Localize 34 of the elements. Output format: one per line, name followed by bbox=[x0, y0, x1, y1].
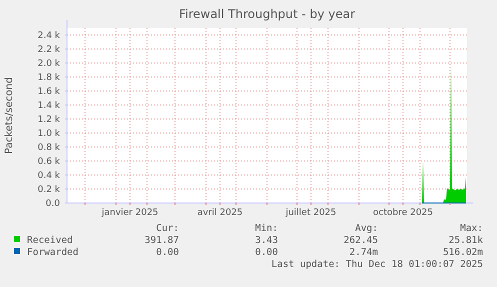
y-tick-label: 1.4 k bbox=[38, 101, 61, 112]
text: 516.02m bbox=[442, 247, 484, 258]
text: 0.00 bbox=[156, 247, 180, 258]
y-tick-label: 1.2 k bbox=[38, 115, 61, 126]
y-tick-label: 1.8 k bbox=[38, 73, 61, 84]
text: 25.81k bbox=[448, 235, 484, 246]
x-tick-label: juillet 2025 bbox=[284, 208, 336, 218]
x-tick-label: octobre 2025 bbox=[372, 208, 434, 218]
y-tick-label: 0.0 bbox=[46, 199, 60, 210]
y-axis-title: Packets/second bbox=[4, 77, 15, 154]
y-tick-label: 0.4 k bbox=[38, 171, 61, 182]
y-tick-label: 0.8 k bbox=[38, 143, 61, 154]
x-tick-label: janvier 2025 bbox=[100, 208, 158, 218]
legend-label: Forwarded bbox=[27, 247, 78, 258]
text: Last update: Thu Dec 18 01:00:07 2025 bbox=[271, 259, 483, 270]
y-tick-label: 2.0 k bbox=[38, 59, 61, 70]
y-tick-label: 1.0 k bbox=[38, 129, 61, 140]
legend-label: Received bbox=[27, 235, 73, 246]
text: 3.43 bbox=[255, 235, 278, 246]
chart-title: Firewall Throughput - by year bbox=[178, 7, 356, 21]
y-tick-label: 0.2 k bbox=[38, 185, 61, 196]
text: Avg: bbox=[355, 223, 378, 234]
y-tick-label: 0.6 k bbox=[38, 157, 61, 168]
y-tick-label: 2.2 k bbox=[38, 45, 61, 56]
y-tick-label: 2.4 k bbox=[38, 31, 61, 42]
y-tick-label: 1.6 k bbox=[38, 87, 61, 98]
x-tick-label: avril 2025 bbox=[197, 208, 243, 218]
text: Cur: bbox=[156, 223, 179, 234]
text: 0.00 bbox=[255, 247, 278, 258]
text: 2.74m bbox=[349, 247, 378, 258]
text: 391.87 bbox=[144, 235, 179, 246]
text: Max: bbox=[460, 223, 483, 234]
text: Min: bbox=[255, 223, 278, 234]
text: 262.45 bbox=[344, 235, 378, 246]
